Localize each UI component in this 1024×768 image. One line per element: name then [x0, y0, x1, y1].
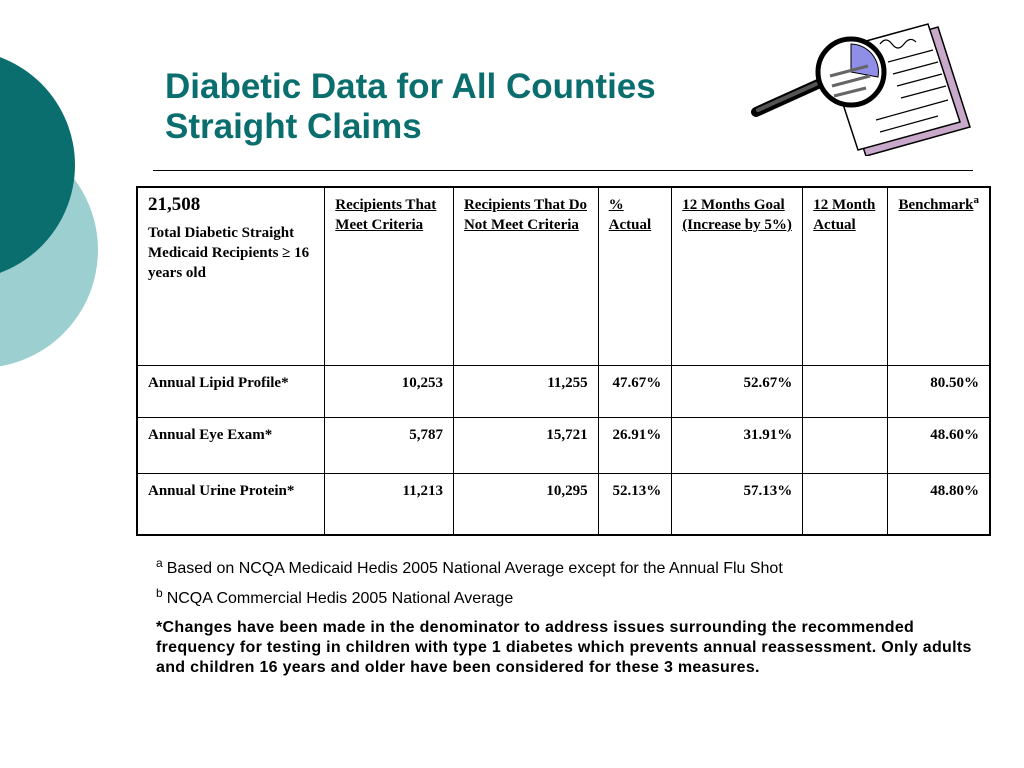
row-label: Annual Urine Protein* [136, 472, 326, 536]
page-title: Diabetic Data for All Counties Straight … [165, 67, 656, 147]
cell-month-actual [802, 416, 889, 474]
header-percent-actual: % Actual [597, 186, 673, 366]
magnifier-over-chart-document-icon [751, 23, 971, 156]
cell-benchmark: 48.80% [887, 472, 991, 536]
header-12-months-goal: 12 Months Goal (Increase by 5%) [671, 186, 804, 366]
magnifying-glass [751, 36, 887, 117]
cell-meet: 11,213 [324, 472, 454, 536]
header-recipients-not-meet: Recipients That Do Not Meet Criteria [452, 186, 599, 366]
cell-actual: 52.13% [597, 472, 673, 536]
total-recipients-count: 21,508 [148, 194, 201, 215]
dark-teal-circle [0, 57, 75, 273]
header-benchmark: Benchmarka [887, 186, 991, 366]
footnotes: a Based on NCQA Medicaid Hedis 2005 Natio… [156, 555, 976, 686]
title-line-1: Diabetic Data for All Counties [165, 67, 656, 106]
cell-benchmark: 80.50% [887, 364, 991, 418]
footnote-a-text: Based on NCQA Medicaid Hedis 2005 Nation… [166, 560, 783, 577]
footnote-b-text: NCQA Commercial Hedis 2005 National Aver… [166, 590, 514, 607]
cell-goal: 31.91% [671, 416, 804, 474]
header-12-month-actual: 12 Month Actual [802, 186, 889, 366]
footnote-a: a Based on NCQA Medicaid Hedis 2005 Natio… [156, 555, 976, 580]
footnote-a-marker: a [156, 555, 163, 570]
cell-goal: 52.67% [671, 364, 804, 418]
cell-benchmark: 48.60% [887, 416, 991, 474]
title-divider [153, 170, 973, 171]
footnote-star-marker: * [156, 619, 163, 636]
decorative-circles [0, 57, 98, 367]
cell-meet: 10,253 [324, 364, 454, 418]
footnote-star: *Changes have been made in the denominat… [156, 618, 976, 678]
cell-actual: 26.91% [597, 416, 673, 474]
diabetic-data-table: 21,508 Total Diabetic Straight Medicaid … [136, 186, 991, 536]
table-header-row: 21,508 Total Diabetic Straight Medicaid … [136, 186, 991, 366]
footnote-star-text: Changes have been made in the denominato… [156, 619, 972, 676]
cell-month-actual [802, 472, 889, 536]
cell-meet: 5,787 [324, 416, 454, 474]
footnote-b: b NCQA Commercial Hedis 2005 National Ave… [156, 585, 976, 610]
row-label: Annual Eye Exam* [136, 416, 326, 474]
table-row: Annual Urine Protein* 11,213 10,295 52.1… [136, 472, 991, 536]
cell-not-meet: 11,255 [452, 364, 599, 418]
benchmark-footnote-marker: a [973, 194, 979, 206]
header-recipients-meet: Recipients That Meet Criteria [324, 186, 454, 366]
row-label: Annual Lipid Profile* [136, 364, 326, 418]
cell-month-actual [802, 364, 889, 418]
cell-actual: 47.67% [597, 364, 673, 418]
total-recipients-label: Total Diabetic Straight Medicaid Recipie… [148, 225, 310, 281]
table-row: Annual Lipid Profile* 10,253 11,255 47.6… [136, 364, 991, 418]
corner-cell: 21,508 Total Diabetic Straight Medicaid … [136, 186, 326, 366]
footnote-b-marker: b [156, 585, 163, 600]
cell-goal: 57.13% [671, 472, 804, 536]
cell-not-meet: 15,721 [452, 416, 599, 474]
table-row: Annual Eye Exam* 5,787 15,721 26.91% 31.… [136, 416, 991, 474]
title-line-2: Straight Claims [165, 107, 422, 146]
cell-not-meet: 10,295 [452, 472, 599, 536]
